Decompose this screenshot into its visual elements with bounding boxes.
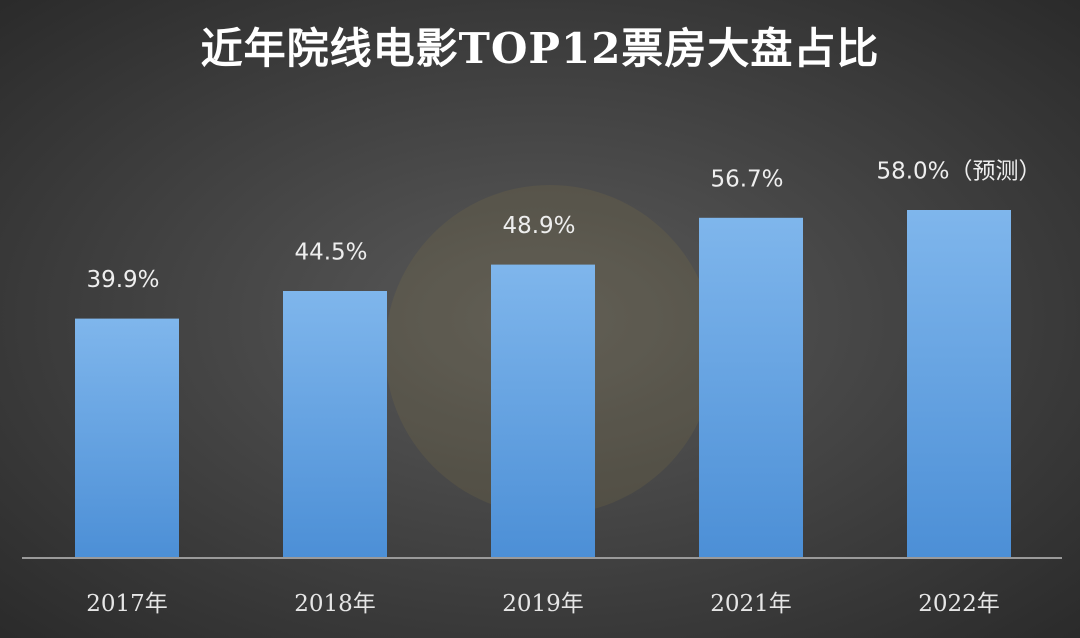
value-label: 48.9%	[502, 213, 575, 239]
x-tick-label: 2022年	[918, 591, 1000, 617]
bar	[491, 264, 595, 558]
chart-title: 近年院线电影TOP12票房大盘占比	[201, 24, 880, 73]
x-tick-label: 2017年	[86, 591, 168, 617]
bar	[699, 217, 803, 559]
value-label: 39.9%	[86, 267, 159, 293]
bar	[75, 318, 179, 558]
value-label: 58.0%（预测）	[876, 159, 1041, 185]
bar	[907, 210, 1011, 558]
value-label: 44.5%	[294, 240, 367, 266]
x-tick-label: 2021年	[710, 591, 792, 617]
x-tick-label: 2018年	[294, 591, 376, 617]
x-tick-label: 2019年	[502, 591, 584, 617]
value-label: 56.7%	[710, 166, 783, 192]
bar	[283, 291, 387, 558]
